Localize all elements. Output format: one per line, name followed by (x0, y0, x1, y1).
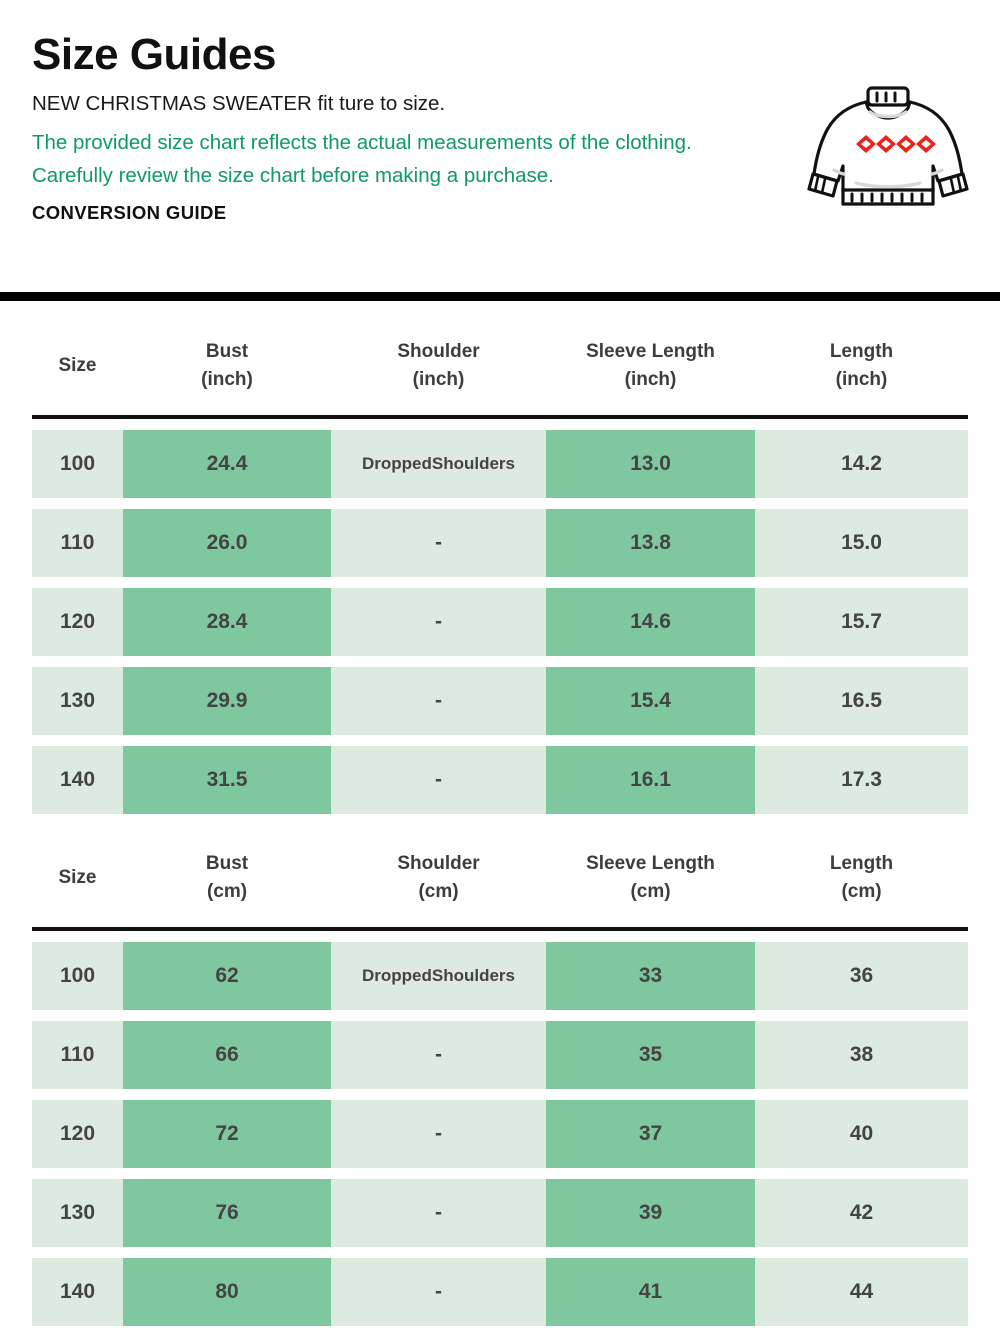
cell-sleeve-length: 37 (546, 1100, 755, 1168)
cell-sleeve-length: 35 (546, 1021, 755, 1089)
cell-size: 100 (32, 942, 123, 1010)
cell-sleeve-length: 16.1 (546, 746, 755, 814)
table-row: 130 29.9 - 15.4 16.5 (32, 667, 968, 735)
col-header-size: Size (58, 355, 97, 377)
cell-bust: 29.9 (123, 667, 331, 735)
cell-size: 110 (32, 509, 123, 577)
table-row: 140 31.5 - 16.1 17.3 (32, 746, 968, 814)
cell-length: 42 (755, 1179, 968, 1247)
col-header-shoulder: Shoulder (inch) (397, 341, 480, 390)
table-header-row-cm: Size Bust (cm) Shoulder (cm) Sleeve Leng… (32, 835, 968, 921)
table-row: 110 26.0 - 13.8 15.0 (32, 509, 968, 577)
col-header-length: Length (cm) (829, 853, 894, 902)
table-row: 110 66 - 35 38 (32, 1021, 968, 1089)
cell-sleeve-length: 15.4 (546, 667, 755, 735)
cell-bust: 26.0 (123, 509, 331, 577)
col-header-sleeve-length: Sleeve Length (inch) (586, 341, 715, 390)
cell-shoulder: Dropped Shoulders (331, 942, 546, 1010)
size-table-cm: Size Bust (cm) Shoulder (cm) Sleeve Leng… (0, 817, 1000, 1326)
cell-size: 110 (32, 1021, 123, 1089)
col-header-size: Size (58, 867, 97, 889)
table-header-rule-inch (32, 415, 968, 419)
cell-length: 14.2 (755, 430, 968, 498)
size-table-inch: Size Bust (inch) Shoulder (inch) Sleeve … (0, 305, 1000, 814)
cell-size: 120 (32, 588, 123, 656)
cell-bust: 80 (123, 1258, 331, 1326)
cell-sleeve-length: 13.8 (546, 509, 755, 577)
table-row: 100 24.4 Dropped Shoulders 13.0 14.2 (32, 430, 968, 498)
table-row: 130 76 - 39 42 (32, 1179, 968, 1247)
cell-bust: 28.4 (123, 588, 331, 656)
cell-shoulder: - (331, 1100, 546, 1168)
table-header-row-inch: Size Bust (inch) Shoulder (inch) Sleeve … (32, 323, 968, 409)
cell-shoulder: - (331, 1021, 546, 1089)
col-header-bust: Bust (cm) (205, 853, 249, 902)
cell-shoulder: - (331, 588, 546, 656)
cell-shoulder: - (331, 667, 546, 735)
cell-size: 140 (32, 746, 123, 814)
cell-length: 44 (755, 1258, 968, 1326)
conversion-guide-label: CONVERSION GUIDE (32, 202, 227, 224)
cell-shoulder: Dropped Shoulders (331, 430, 546, 498)
header-green-note: The provided size chart reflects the act… (32, 130, 692, 188)
cell-sleeve-length: 41 (546, 1258, 755, 1326)
cell-sleeve-length: 33 (546, 942, 755, 1010)
table-header-rule-cm (32, 927, 968, 931)
cell-shoulder: - (331, 1258, 546, 1326)
cell-sleeve-length: 14.6 (546, 588, 755, 656)
header-subtitle: NEW CHRISTMAS SWEATER fit ture to size. (32, 92, 446, 116)
cell-size: 130 (32, 1179, 123, 1247)
table-row: 100 62 Dropped Shoulders 33 36 (32, 942, 968, 1010)
cell-length: 15.0 (755, 509, 968, 577)
cell-size: 120 (32, 1100, 123, 1168)
cell-sleeve-length: 13.0 (546, 430, 755, 498)
cell-shoulder: - (331, 509, 546, 577)
col-header-bust: Bust (inch) (201, 341, 253, 390)
cell-bust: 76 (123, 1179, 331, 1247)
cell-size: 140 (32, 1258, 123, 1326)
page-title: Size Guides (32, 30, 276, 79)
cell-length: 16.5 (755, 667, 968, 735)
cell-bust: 24.4 (123, 430, 331, 498)
cell-bust: 72 (123, 1100, 331, 1168)
col-header-sleeve-length: Sleeve Length (cm) (586, 853, 715, 902)
header-divider-bar (0, 292, 1000, 301)
cell-shoulder: - (331, 1179, 546, 1247)
col-header-length: Length (inch) (829, 341, 894, 390)
cell-length: 38 (755, 1021, 968, 1089)
table-row: 120 72 - 37 40 (32, 1100, 968, 1168)
cell-length: 40 (755, 1100, 968, 1168)
header-section: Size Guides NEW CHRISTMAS SWEATER fit tu… (0, 0, 1000, 224)
cell-length: 36 (755, 942, 968, 1010)
cell-length: 15.7 (755, 588, 968, 656)
cell-shoulder: - (331, 746, 546, 814)
cell-length: 17.3 (755, 746, 968, 814)
table-row: 120 28.4 - 14.6 15.7 (32, 588, 968, 656)
cell-bust: 62 (123, 942, 331, 1010)
col-header-shoulder: Shoulder (cm) (397, 853, 480, 902)
cell-size: 100 (32, 430, 123, 498)
cell-size: 130 (32, 667, 123, 735)
cell-sleeve-length: 39 (546, 1179, 755, 1247)
table-row: 140 80 - 41 44 (32, 1258, 968, 1326)
sweater-icon (804, 82, 972, 207)
cell-bust: 31.5 (123, 746, 331, 814)
cell-bust: 66 (123, 1021, 331, 1089)
